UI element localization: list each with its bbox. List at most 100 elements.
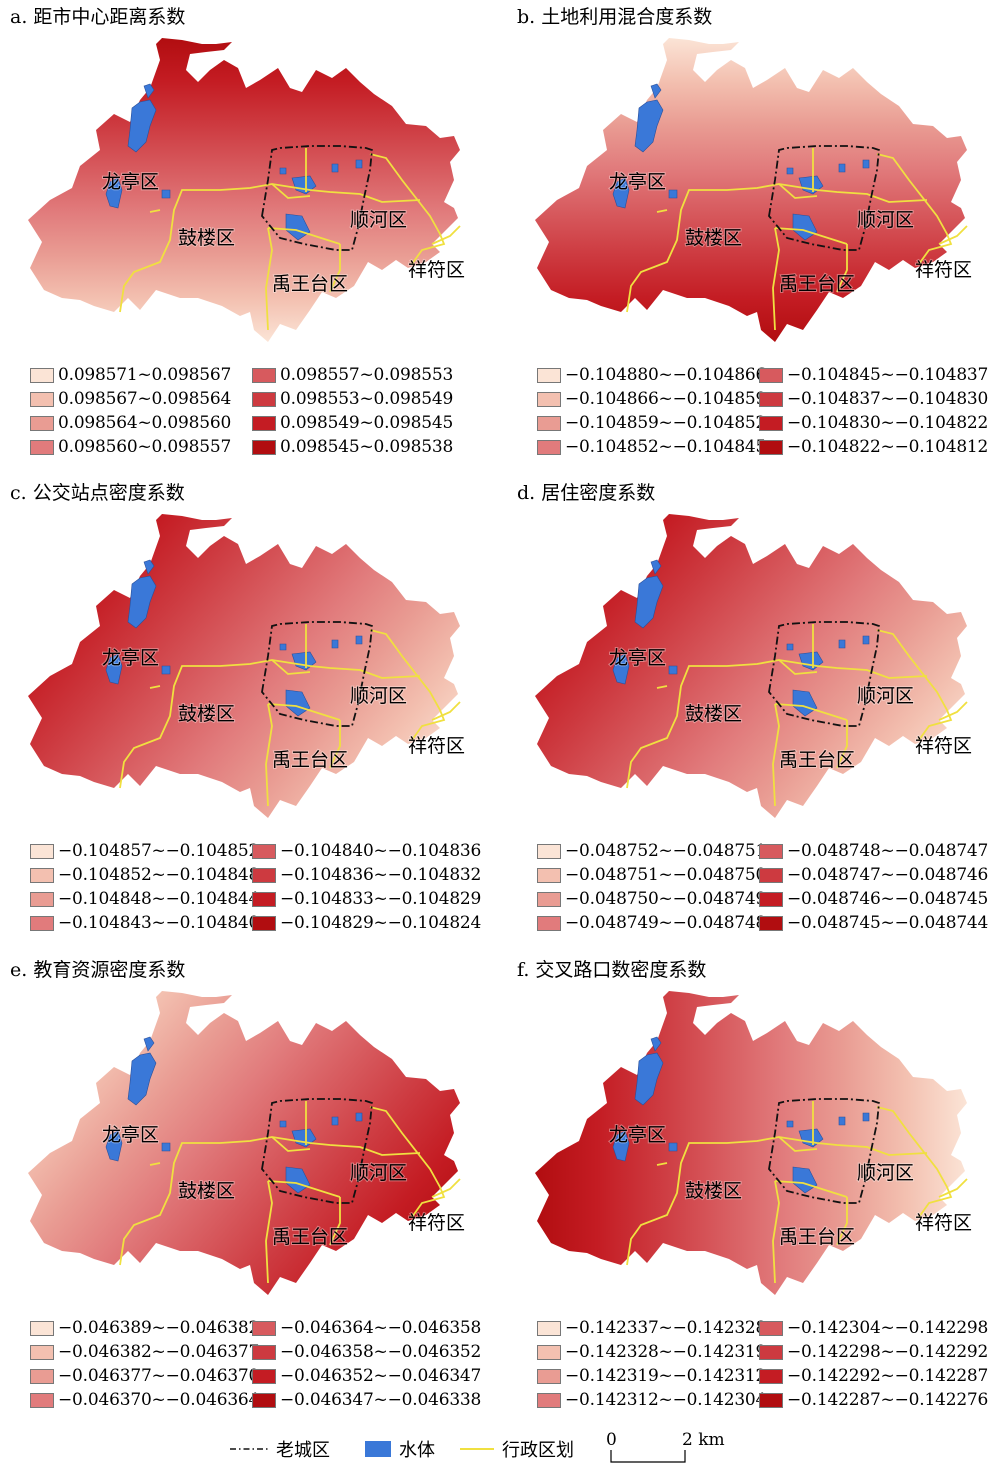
legend-label: 0.098549~0.098545 <box>280 413 454 433</box>
old-city-boundary <box>768 1098 880 1204</box>
map-panel-a: a. 距市中心距离系数 龙亭区 鼓楼区 顺河区 禹王台区 祥符区 0.09857… <box>10 2 500 472</box>
legend-swatch <box>252 1368 276 1384</box>
district-line <box>267 227 341 245</box>
legend-swatch <box>537 367 561 383</box>
water-body <box>612 1130 630 1162</box>
legend-item: −0.142292~−0.142287 <box>759 1365 988 1387</box>
district-line <box>265 703 273 807</box>
legend-swatch <box>759 1320 783 1336</box>
water-body <box>786 1120 794 1128</box>
legend-label: −0.104836~−0.104832 <box>280 865 482 885</box>
legend-item: −0.104829~−0.104824 <box>252 912 481 934</box>
water-swatch-icon <box>365 1441 391 1457</box>
label-gulou: 鼓楼区 <box>178 1180 235 1202</box>
district-line <box>876 153 953 265</box>
scale-zero: 0 <box>606 1430 617 1450</box>
legend-swatch <box>759 439 783 455</box>
legend-label: −0.046370~−0.046364 <box>58 1390 260 1410</box>
district-line <box>626 183 928 313</box>
water-body <box>650 83 662 99</box>
water-body <box>355 1112 363 1122</box>
district-line <box>149 209 161 213</box>
legend-item: −0.104848~−0.104844 <box>30 888 259 910</box>
label-yuwangtai: 禹王台区 <box>272 1226 348 1248</box>
label-longting: 龙亭区 <box>609 171 666 193</box>
legend-swatch <box>30 1368 54 1384</box>
water-body <box>105 1130 123 1162</box>
legend-label: −0.142319~−0.142312 <box>565 1366 767 1386</box>
legend-swatch <box>30 915 54 931</box>
legend-swatch <box>537 1368 561 1384</box>
district-legend-label: 行政区划 <box>502 1440 574 1461</box>
legend-item: −0.104880~−0.104866 <box>537 364 766 386</box>
legend-swatch <box>759 891 783 907</box>
district-line <box>369 153 446 265</box>
legend-item: −0.048749~−0.048748 <box>537 912 766 934</box>
legend-item: 0.098571~0.098567 <box>30 364 231 386</box>
legend-label: −0.142304~−0.142298 <box>787 1318 989 1338</box>
legend-item: 0.098549~0.098545 <box>252 412 453 434</box>
legend-swatch <box>537 1392 561 1408</box>
label-longting: 龙亭区 <box>609 647 666 669</box>
legend-swatch <box>759 1392 783 1408</box>
water-body <box>279 167 287 175</box>
legend-swatch <box>537 439 561 455</box>
legend-label: −0.104857~−0.104852 <box>58 841 260 861</box>
legend-item: −0.046389~−0.046382 <box>30 1317 259 1339</box>
water-body <box>612 177 630 209</box>
panel-title: d. 居住密度系数 <box>517 482 656 504</box>
label-xiangfu: 祥符区 <box>408 735 465 757</box>
legend-swatch <box>759 415 783 431</box>
old-city-legend-label: 老城区 <box>276 1440 330 1461</box>
water-body <box>634 575 664 629</box>
old-city-legend: 老城区 <box>230 1436 330 1462</box>
map-panel-e: e. 教育资源密度系数 龙亭区 鼓楼区 顺河区 禹王台区 祥符区 −0.0463… <box>10 955 500 1425</box>
legend-item: −0.104830~−0.104822 <box>759 412 988 434</box>
district-line <box>626 659 928 789</box>
water-body <box>105 653 123 685</box>
water-body <box>285 689 311 717</box>
legend-item: 0.098557~0.098553 <box>252 364 453 386</box>
district-line <box>369 629 446 741</box>
legend-label: 0.098557~0.098553 <box>280 365 454 385</box>
old-city-boundary <box>768 145 880 251</box>
city-extent <box>535 514 967 818</box>
legend-swatch <box>537 915 561 931</box>
panel-title: c. 公交站点密度系数 <box>10 482 185 504</box>
district-line <box>656 1162 668 1166</box>
legend-label: −0.142292~−0.142287 <box>787 1366 989 1386</box>
legend-swatch <box>252 867 276 883</box>
legend-item: −0.104822~−0.104812 <box>759 436 988 458</box>
district-line <box>271 1136 311 1152</box>
legend-label: −0.046364~−0.046358 <box>280 1318 482 1338</box>
district-line <box>656 685 668 689</box>
legend-swatch <box>252 1320 276 1336</box>
legend-item: −0.104857~−0.104852 <box>30 840 259 862</box>
district-line <box>271 183 311 199</box>
legend-item: −0.142337~−0.142328 <box>537 1317 766 1339</box>
classification-legend: −0.048752~−0.048751 −0.048751~−0.048750 −0… <box>537 840 989 940</box>
classification-legend: 0.098571~0.098567 0.098567~0.098564 0.0985… <box>30 364 480 464</box>
legend-label: −0.104852~−0.104848 <box>58 865 260 885</box>
legend-label: −0.048748~−0.048747 <box>787 841 989 861</box>
legend-item: −0.142312~−0.142304 <box>537 1389 766 1411</box>
legend-label: −0.048750~−0.048749 <box>565 889 767 909</box>
water-bodies <box>105 83 363 241</box>
legend-swatch <box>537 1344 561 1360</box>
legend-label: −0.104866~−0.104859 <box>565 389 767 409</box>
water-body <box>650 559 662 575</box>
district-line <box>271 659 311 675</box>
water-body <box>668 189 678 199</box>
label-gulou: 鼓楼区 <box>178 703 235 725</box>
district-line <box>938 1178 968 1198</box>
legend-label: 0.098560~0.098557 <box>58 437 232 457</box>
legend-swatch <box>759 367 783 383</box>
water-body <box>143 83 155 99</box>
map-panel-f: f. 交叉路口数密度系数 龙亭区 鼓楼区 顺河区 禹王台区 祥符区 −0.142… <box>517 955 1000 1425</box>
legend-label: −0.104822~−0.104812 <box>787 437 989 457</box>
choropleth-map: 龙亭区 鼓楼区 顺河区 禹王台区 祥符区 <box>28 514 466 818</box>
legend-item: 0.098553~0.098549 <box>252 388 453 410</box>
classification-legend: −0.142337~−0.142328 −0.142328~−0.142319 −0… <box>537 1317 989 1417</box>
legend-swatch <box>537 867 561 883</box>
label-longting: 龙亭区 <box>102 171 159 193</box>
